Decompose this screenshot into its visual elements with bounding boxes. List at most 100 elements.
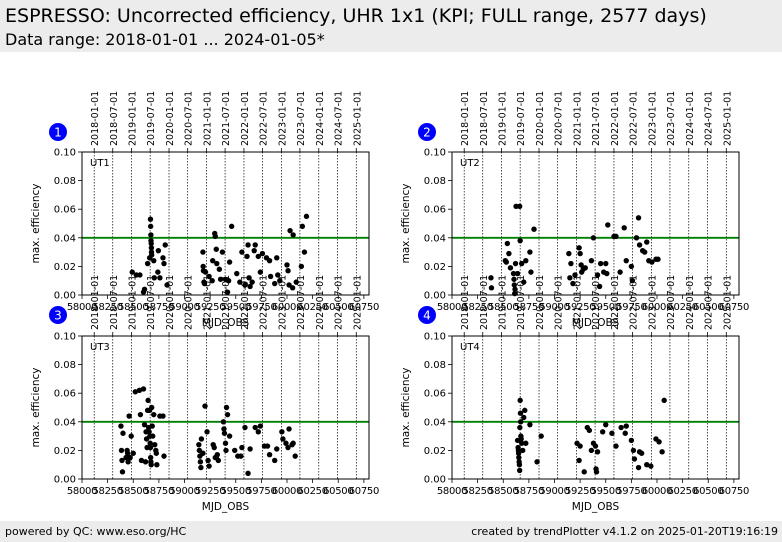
- top-axis-date-label: 2020-07-01: [184, 91, 195, 146]
- x-tick-label: 60750: [349, 302, 379, 313]
- data-point: [570, 280, 576, 287]
- data-point: [272, 457, 278, 464]
- data-point: [280, 436, 286, 442]
- x-tick-label: 59000: [169, 486, 199, 497]
- data-point: [221, 426, 227, 432]
- data-point: [151, 411, 157, 418]
- data-point: [661, 397, 667, 404]
- x-tick-label: 60250: [667, 486, 697, 497]
- data-point: [223, 447, 229, 454]
- top-axis-date-label: 2018-07-01: [109, 91, 120, 146]
- chart-panel-ut4: 2018-01-01 2018-07-01 2019-01-01 2019-07-01…: [400, 275, 749, 513]
- data-point: [517, 410, 524, 416]
- data-point: [638, 450, 645, 456]
- data-point: [504, 240, 511, 247]
- data-point: [144, 260, 151, 267]
- data-point: [655, 256, 661, 262]
- data-point: [123, 454, 129, 461]
- top-axis-date-label: 2018-07-01: [479, 91, 490, 146]
- data-point: [160, 255, 166, 261]
- data-point: [149, 404, 155, 411]
- top-axis-date-label: 2022-07-01: [629, 91, 640, 146]
- x-tick-label: 60000: [272, 302, 302, 313]
- x-tick-label: 59750: [616, 486, 646, 497]
- y-tick-label: 0.08: [54, 176, 76, 187]
- y-tick-label: 0.06: [54, 205, 76, 216]
- top-axis-date-label: 2024-07-01: [703, 91, 714, 146]
- data-point: [221, 430, 228, 436]
- data-point: [576, 245, 582, 251]
- data-point: [209, 278, 215, 284]
- x-tick-label: 58250: [462, 302, 492, 313]
- data-point: [239, 444, 245, 451]
- data-point: [142, 459, 149, 465]
- data-point: [301, 249, 308, 255]
- x-tick-label: 60250: [297, 302, 327, 313]
- x-tick-label: 59250: [195, 302, 225, 313]
- plot-frame: [81, 151, 370, 296]
- data-point: [228, 223, 235, 230]
- top-axis-date-label: 2019-07-01: [516, 91, 527, 146]
- data-point: [635, 464, 642, 471]
- x-tick-label: 60000: [642, 486, 672, 497]
- data-point: [521, 414, 527, 421]
- y-tick-label: 0.04: [424, 233, 446, 244]
- data-point: [628, 437, 635, 444]
- data-point: [155, 269, 161, 275]
- data-point: [246, 275, 252, 281]
- data-point: [581, 469, 587, 475]
- data-point: [289, 285, 296, 291]
- x-tick-label: 58500: [118, 486, 148, 497]
- panel-label: UT1: [90, 158, 110, 169]
- y-tick-label: 0.06: [424, 389, 446, 400]
- data-point: [157, 275, 163, 281]
- data-point: [211, 444, 217, 451]
- top-axis-date-label: 2018-01-01: [460, 91, 471, 146]
- top-axis-date-label: 2022-01-01: [240, 91, 251, 146]
- data-point: [523, 257, 529, 264]
- x-tick-label: 58250: [92, 302, 122, 313]
- y-tick-label: 0.02: [424, 262, 446, 273]
- top-axis-date-label: 2019-07-01: [146, 275, 157, 330]
- data-point: [161, 260, 167, 267]
- top-axis-date-label: 2021-01-01: [203, 275, 214, 330]
- data-point: [137, 272, 143, 278]
- data-point: [286, 426, 292, 432]
- y-tick-label: 0.04: [54, 233, 76, 244]
- plot-frame: [81, 335, 370, 480]
- data-point: [649, 259, 655, 265]
- data-point: [488, 285, 495, 291]
- data-point: [120, 430, 126, 436]
- data-point: [633, 235, 640, 241]
- data-point: [201, 280, 208, 287]
- x-tick-label: 59500: [221, 486, 251, 497]
- x-tick-label: 59250: [565, 302, 595, 313]
- data-point: [594, 272, 601, 278]
- top-axis-date-label: 2020-01-01: [165, 275, 176, 330]
- top-axis-date-label: 2019-01-01: [498, 91, 509, 146]
- top-axis-date-label: 2025-01-01: [722, 275, 733, 330]
- data-point: [577, 250, 583, 257]
- y-axis-title: max. efficiency: [30, 184, 42, 264]
- data-point: [118, 423, 124, 429]
- data-point: [206, 463, 212, 469]
- data-point: [255, 429, 261, 435]
- data-point: [588, 447, 595, 454]
- x-axis-title: MJD_OBS: [202, 317, 250, 329]
- data-point: [247, 446, 253, 452]
- x-tick-label: 59000: [539, 486, 569, 497]
- x-tick-label: 60500: [323, 486, 353, 497]
- data-point: [215, 457, 222, 464]
- data-point: [603, 421, 609, 428]
- chart-panel-ut3: 2018-01-01 2018-07-01 2019-01-01 2019-07-01…: [30, 275, 379, 513]
- data-point: [232, 447, 238, 454]
- y-tick-label: 0.00: [424, 291, 446, 302]
- y-tick-label: 0.04: [54, 417, 76, 428]
- data-point: [141, 286, 148, 292]
- data-point: [520, 447, 526, 454]
- top-axis-date-label: 2024-07-01: [333, 91, 344, 146]
- x-axis-title: MJD_OBS: [572, 317, 620, 329]
- data-point: [257, 423, 264, 429]
- x-tick-label: 60750: [719, 486, 749, 497]
- y-tick-label: 0.08: [424, 176, 446, 187]
